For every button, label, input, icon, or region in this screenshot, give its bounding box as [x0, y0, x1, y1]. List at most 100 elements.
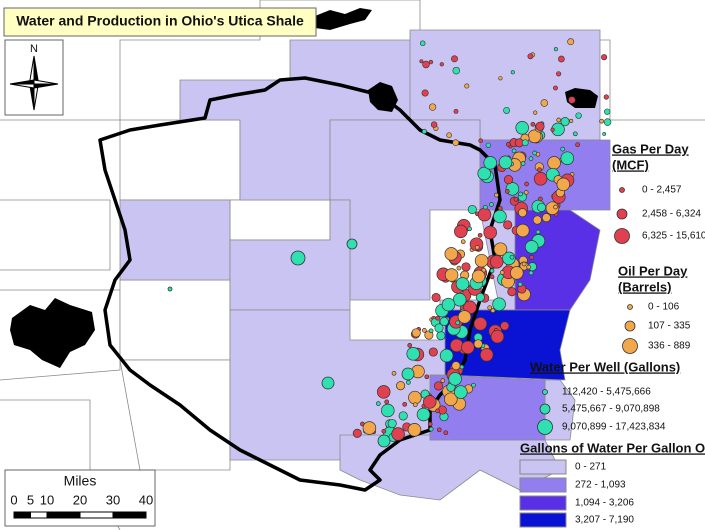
well [406, 380, 411, 385]
legend-swatch [519, 495, 567, 511]
well [439, 348, 454, 363]
well [464, 83, 470, 89]
well [556, 71, 562, 77]
well [568, 96, 576, 104]
well [436, 331, 446, 341]
well [503, 106, 511, 114]
well [451, 361, 461, 371]
well [167, 286, 173, 292]
legend-symbol [542, 389, 548, 395]
well [475, 292, 485, 302]
scale-title: Miles [64, 473, 97, 489]
well [521, 139, 529, 147]
legend-swatch [519, 512, 567, 528]
well [457, 310, 472, 324]
well [477, 207, 492, 222]
well [471, 382, 476, 388]
well [528, 156, 534, 161]
well [448, 372, 462, 386]
well [435, 408, 440, 414]
well [473, 339, 483, 349]
well [499, 270, 505, 275]
well [433, 381, 444, 391]
well [493, 242, 508, 256]
well [439, 62, 444, 67]
legend-symbol [614, 228, 630, 244]
scale-segment [112, 511, 147, 519]
well [560, 146, 566, 152]
wells [167, 38, 612, 448]
scale-segment [30, 511, 48, 519]
legend-label: 272 - 1,093 [575, 480, 626, 491]
well [435, 315, 440, 321]
well [449, 338, 464, 353]
well [376, 385, 391, 399]
well [461, 262, 471, 272]
well [575, 112, 582, 119]
well [474, 245, 480, 250]
well [461, 340, 475, 355]
scale-label: 10 [40, 492, 54, 507]
well [428, 426, 434, 432]
well [529, 255, 535, 260]
well [428, 59, 434, 65]
well [452, 66, 461, 75]
well [419, 59, 424, 64]
legend-symbol [624, 320, 636, 332]
well [572, 131, 578, 137]
well [498, 76, 503, 81]
well [451, 55, 458, 63]
well [427, 421, 433, 427]
well [381, 428, 387, 434]
well [532, 150, 538, 156]
legend-label: 0 - 2,457 [642, 185, 682, 196]
well [422, 60, 430, 69]
well [477, 232, 483, 238]
well [567, 38, 575, 46]
well [490, 308, 496, 313]
scale-segment [13, 511, 31, 519]
well [421, 128, 427, 134]
well [518, 191, 523, 197]
well [560, 151, 575, 165]
well [558, 55, 565, 63]
legend-label: 5,475,667 - 9,070,898 [562, 404, 660, 415]
scale-label: 20 [73, 492, 87, 507]
well [439, 316, 449, 327]
well [419, 40, 426, 47]
legend-label: 0 - 271 [575, 462, 607, 473]
legend-label: 112,420 - 5,475,666 [562, 387, 651, 398]
well [430, 121, 438, 128]
title-box [3, 7, 317, 37]
well [603, 94, 609, 100]
well [504, 189, 510, 194]
well [421, 89, 429, 97]
well [446, 132, 452, 138]
legend: Gas Per Day(MCF) 0 - 2,457 2,458 - 6,324 6,… [519, 141, 705, 528]
well [515, 121, 529, 135]
well [556, 177, 571, 192]
legend-title: Gallons of Water Per Gallon Oil [520, 440, 705, 455]
well [455, 320, 461, 326]
well [440, 378, 446, 383]
well [467, 226, 472, 232]
well [530, 121, 536, 127]
well [603, 118, 612, 126]
well [505, 142, 511, 147]
well [412, 402, 418, 408]
well [455, 277, 470, 291]
well [454, 224, 468, 239]
well [524, 181, 529, 187]
well [513, 196, 519, 202]
well [454, 385, 468, 399]
well [428, 328, 434, 334]
legend-label: 107 - 335 [648, 321, 691, 332]
well [553, 47, 558, 52]
well [387, 418, 397, 429]
well [478, 138, 483, 143]
well [471, 269, 486, 284]
well [528, 270, 534, 276]
well [489, 268, 495, 274]
well [407, 343, 413, 348]
